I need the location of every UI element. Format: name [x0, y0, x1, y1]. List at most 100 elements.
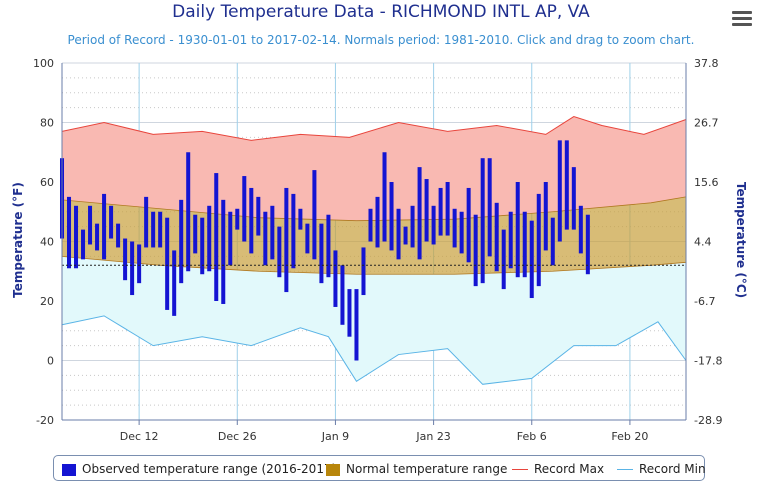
observed-range-bar: [298, 208, 303, 230]
legend-item-record-max[interactable]: Record Max: [512, 461, 604, 477]
observed-range-bar: [144, 196, 149, 248]
observed-range-bar: [172, 250, 177, 316]
observed-range-bar: [102, 193, 107, 260]
observed-range-bar: [179, 199, 184, 284]
observed-range-bar: [536, 193, 541, 287]
observed-range-bar: [515, 182, 520, 278]
y-tick-label-left: 100: [33, 57, 54, 70]
legend-label-normal: Normal temperature range: [346, 462, 508, 476]
record-min-line: [61, 315, 687, 385]
observed-range-bar: [438, 187, 443, 236]
observed-range-bar: [473, 214, 478, 287]
observed-range-bar: [116, 223, 121, 248]
observed-range-bar: [361, 247, 366, 296]
legend-label-record-min: Record Min: [639, 462, 706, 476]
observed-range-bar: [487, 158, 492, 257]
observed-range-bar: [193, 214, 198, 254]
observed-range-bar: [466, 187, 471, 263]
hamburger-menu-icon[interactable]: [730, 8, 754, 30]
x-tick-label: Dec 26: [218, 430, 257, 443]
observed-range-bar: [74, 205, 79, 269]
observed-range-bar: [200, 217, 205, 275]
observed-range-bar: [326, 214, 331, 278]
observed-range-bar: [564, 140, 569, 230]
record-max-line: [61, 116, 687, 141]
y-tick-label-right: -6.7: [694, 295, 715, 308]
observed-range-bar: [501, 229, 506, 290]
chart-subtitle: Period of Record - 1930-01-01 to 2017-02…: [67, 33, 695, 47]
observed-range-bar: [130, 241, 135, 296]
observed-range-bar: [333, 250, 338, 307]
y-tick-label-right: -17.8: [694, 355, 722, 368]
y-tick-label-right: 26.7: [694, 117, 719, 130]
observed-range-bar: [158, 211, 163, 248]
observed-range-bar: [214, 173, 219, 301]
x-tick-label: Dec 12: [120, 430, 159, 443]
observed-range-bar: [494, 202, 499, 272]
observed-range-bar: [340, 265, 345, 325]
observed-range-bar: [480, 158, 485, 284]
observed-range-bar: [235, 208, 240, 230]
y-tick-label-right: 37.8: [694, 57, 719, 70]
observed-range-bar: [88, 205, 93, 245]
x-tick-label: Jan 23: [415, 430, 450, 443]
observed-range-bar: [186, 152, 191, 272]
y-tick-label-left: 60: [40, 176, 54, 189]
observed-range-bar: [319, 223, 324, 284]
observed-range-bar: [368, 208, 373, 242]
observed-range-bar: [81, 229, 86, 260]
legend-item-record-min[interactable]: Record Min: [617, 461, 706, 477]
legend-label-record-max: Record Max: [534, 462, 605, 476]
y-tick-label-left: -20: [36, 414, 54, 427]
observed-range-bar: [277, 226, 282, 278]
observed-range-bar: [543, 182, 548, 251]
legend-label-observed: Observed temperature range (2016-2017): [82, 462, 337, 476]
y-tick-label-right: -28.9: [694, 414, 722, 427]
observed-range-bar: [585, 214, 590, 275]
y-tick-label-left: 20: [40, 295, 54, 308]
shaded-areas: [61, 116, 687, 385]
observed-range-bar: [522, 211, 527, 278]
observed-range-bar: [431, 205, 436, 245]
legend-item-observed[interactable]: Observed temperature range (2016-2017): [62, 461, 336, 477]
observed-range-bar: [452, 208, 457, 248]
observed-range-bar: [284, 187, 289, 293]
observed-range-bar: [242, 176, 247, 242]
observed-range-bar: [228, 211, 233, 266]
y-tick-label-left: 80: [40, 117, 54, 130]
observed-range-bar: [263, 211, 268, 266]
observed-range-bar: [529, 220, 534, 299]
chart-title: Daily Temperature Data - RICHMOND INTL A…: [172, 2, 590, 22]
observed-range-bar: [459, 211, 464, 254]
observed-range-bar: [410, 205, 415, 248]
observed-range-bar: [95, 223, 100, 251]
observed-range-bar: [417, 167, 422, 260]
y-axis-label-left: Temperature (°F): [11, 182, 25, 298]
observed-range-bar: [508, 211, 513, 269]
observed-range-bar: [347, 289, 352, 337]
observed-range-bar: [256, 196, 261, 236]
observed-range-bar: [151, 211, 156, 248]
y-axis-label-right: Temperature (°C): [734, 182, 748, 298]
observed-range-bar: [312, 170, 317, 260]
observed-range-bar: [403, 226, 408, 245]
x-tick-label: Feb 6: [517, 430, 547, 443]
temperature-chart[interactable]: -20 0 20 40 60 80 100 -28.9 -17.8 -6.7 4.4 15.6 26.7…: [0, 0, 762, 450]
y-tick-label-left: 0: [47, 355, 54, 368]
observed-range-bar: [424, 179, 429, 242]
legend-swatch-record-min: [617, 469, 633, 470]
observed-range-bar: [305, 223, 310, 254]
observed-range-bar: [221, 199, 226, 304]
y-tick-label-right: 4.4: [694, 236, 712, 249]
observed-range-bar: [270, 205, 275, 260]
legend-item-normal[interactable]: Normal temperature range: [326, 461, 507, 477]
x-tick-label: Jan 9: [321, 430, 349, 443]
x-tick-label: Feb 20: [611, 430, 648, 443]
y-tick-label-left: 40: [40, 236, 54, 249]
legend-swatch-observed: [62, 463, 76, 476]
observed-range-bar: [578, 205, 583, 254]
observed-range-bar: [445, 182, 450, 236]
observed-range-bar: [375, 196, 380, 248]
observed-range-bar: [354, 289, 359, 361]
observed-range-bar: [123, 238, 128, 281]
